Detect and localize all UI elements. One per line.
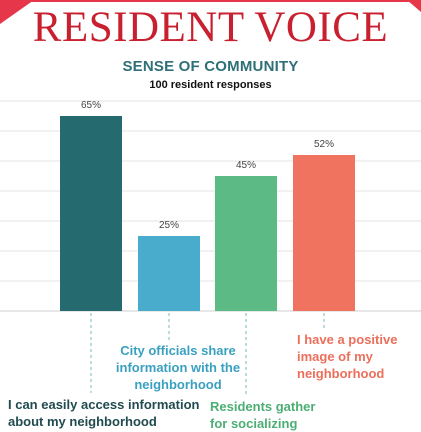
data-label-1: 65% xyxy=(81,100,101,111)
category-label-city-officials: City officials share information with th… xyxy=(115,343,241,392)
data-label-3: 45% xyxy=(236,160,256,171)
bar-1 xyxy=(60,116,122,311)
chart-subtitle: 100 resident responses xyxy=(149,79,272,91)
header-accent-corner-right xyxy=(407,0,421,12)
data-label-2: 25% xyxy=(159,220,179,231)
bar-2 xyxy=(138,236,200,311)
category-label-access-information: I can easily access information about my… xyxy=(8,397,200,429)
bar-3 xyxy=(215,176,277,311)
data-label-4: 52% xyxy=(314,139,334,150)
category-label-residents-gather: Residents gather for socializing xyxy=(210,399,316,431)
bar-4 xyxy=(293,155,355,311)
leader-lines xyxy=(90,313,325,395)
masthead-title: RESIDENT VOICE xyxy=(32,4,389,51)
chart-title: SENSE OF COMMUNITY xyxy=(122,58,299,75)
data-labels: 65% 25% 45% 52% xyxy=(81,100,334,231)
category-label-positive-image: I have a positive image of my neighborho… xyxy=(297,332,398,381)
header-accent-corner xyxy=(0,0,34,24)
bars xyxy=(60,116,355,311)
header-accent-line xyxy=(0,0,421,2)
